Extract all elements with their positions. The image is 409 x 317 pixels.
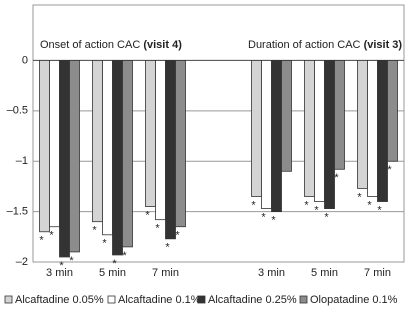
- bar: [377, 60, 388, 202]
- x-tick-label: 7 min: [364, 267, 391, 279]
- y-tick-label: –2: [16, 256, 28, 268]
- significance-marker: *: [122, 250, 127, 262]
- bar: [357, 60, 368, 189]
- annotation: Duration of action CAC (visit 3): [248, 39, 402, 51]
- bar: [304, 60, 315, 197]
- annotation-text: Onset of action CAC: [40, 39, 140, 51]
- significance-marker: *: [92, 225, 97, 237]
- legend-label: Olopatadine 0.1%: [310, 294, 398, 306]
- x-tick-label: 5 min: [99, 267, 126, 279]
- annotation-text: Duration of action CAC: [248, 39, 361, 51]
- significance-marker: *: [377, 204, 382, 216]
- bar: [251, 60, 262, 197]
- significance-marker: *: [304, 199, 309, 211]
- y-tick-label: –1.5: [7, 206, 28, 218]
- significance-marker: *: [334, 172, 339, 184]
- significance-marker: *: [102, 238, 107, 250]
- significance-marker: *: [324, 211, 329, 223]
- bar: [145, 60, 156, 207]
- significance-marker: *: [145, 209, 150, 221]
- x-tick-label: 7 min: [152, 267, 179, 279]
- bar: [387, 60, 398, 162]
- legend-swatch: [197, 295, 206, 304]
- legend-swatch: [107, 295, 116, 304]
- annotation-bold: (visit 4): [143, 39, 182, 51]
- bar: [175, 60, 186, 228]
- bar: [334, 60, 345, 170]
- bar: [155, 60, 166, 221]
- bar: [92, 60, 103, 223]
- y-tick-label: 0: [22, 54, 28, 66]
- bar: [314, 60, 325, 202]
- significance-marker: *: [261, 211, 266, 223]
- significance-marker: *: [175, 230, 180, 242]
- bar: [49, 60, 60, 228]
- annotation: Onset of action CAC (visit 4): [40, 39, 182, 51]
- significance-marker: *: [165, 242, 170, 254]
- significance-marker: *: [314, 204, 319, 216]
- significance-marker: *: [271, 215, 276, 227]
- significance-marker: *: [357, 191, 362, 203]
- y-tick-label: –0.5: [7, 105, 28, 117]
- significance-marker: *: [69, 255, 74, 267]
- significance-marker: *: [387, 164, 392, 176]
- significance-marker: *: [155, 223, 160, 235]
- significance-marker: *: [112, 258, 117, 270]
- bar: [367, 60, 378, 197]
- bar: [122, 60, 133, 248]
- x-tick-label: 3 min: [46, 267, 73, 279]
- bar: [59, 60, 70, 258]
- annotation-bold: (visit 3): [364, 39, 403, 51]
- legend-swatch: [4, 295, 13, 304]
- bar: [39, 60, 50, 233]
- legend-label: Alcaftadine 0.05%: [15, 294, 104, 306]
- x-tick-label: 5 min: [311, 267, 338, 279]
- x-tick-label: 3 min: [258, 267, 285, 279]
- bar: [112, 60, 123, 256]
- legend-label: Alcaftadine 0.1%: [118, 294, 201, 306]
- legend-swatch: [299, 295, 308, 304]
- legend-label: Alcaftadine 0.25%: [208, 294, 297, 306]
- y-tick-label: –1: [16, 155, 28, 167]
- significance-marker: *: [59, 260, 64, 272]
- significance-marker: *: [49, 230, 54, 242]
- bar: [271, 60, 282, 213]
- bar: [165, 60, 176, 240]
- significance-marker: *: [39, 235, 44, 247]
- bar: [261, 60, 272, 209]
- bar: [102, 60, 113, 236]
- bar: [69, 60, 80, 253]
- bar: [281, 60, 292, 172]
- significance-marker: *: [367, 199, 372, 211]
- significance-marker: *: [251, 199, 256, 211]
- bar: [324, 60, 335, 209]
